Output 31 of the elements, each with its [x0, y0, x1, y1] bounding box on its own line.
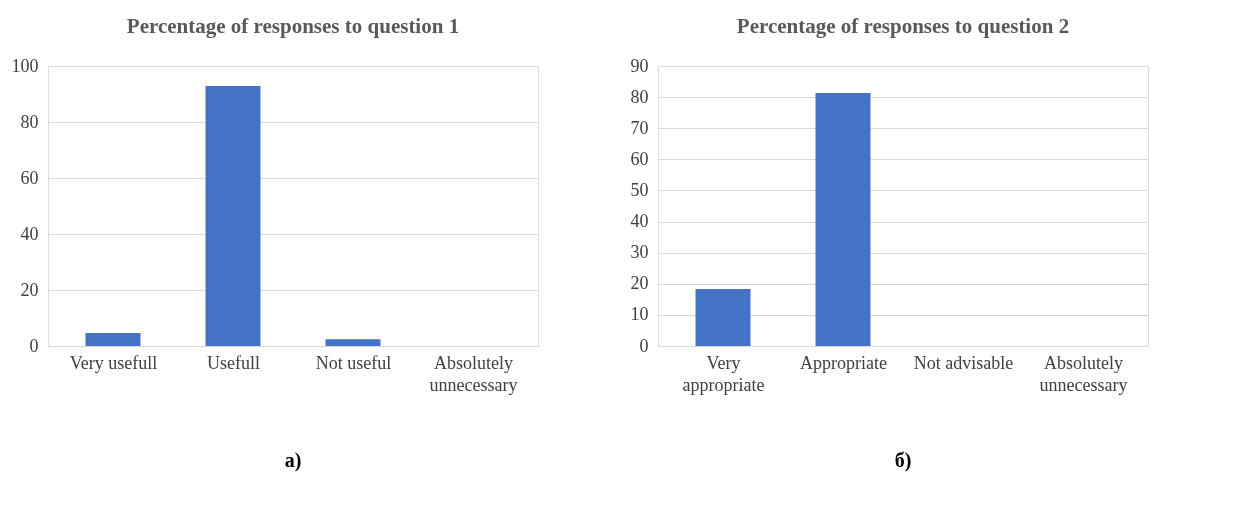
- y-tick-label: 40: [20, 223, 39, 244]
- y-tick-label: 20: [20, 279, 39, 300]
- y-tick-label: 60: [630, 148, 649, 169]
- y-tick-label: 40: [630, 211, 649, 232]
- x-tick-label: Very usefull: [69, 352, 158, 373]
- y-tick-label: 60: [20, 167, 39, 188]
- text: б): [894, 449, 912, 472]
- bar: [325, 339, 381, 346]
- y-tick-label: 20: [630, 273, 649, 294]
- x-tick-label: Usefull: [207, 352, 260, 373]
- y-tick-label: 30: [630, 242, 649, 263]
- x-tick-label: Appropriate: [800, 352, 887, 373]
- y-tick-label: 80: [20, 111, 39, 132]
- x-tick-label: Not advisable: [913, 352, 1014, 373]
- x-tick-label: Absolutely unnecessary: [429, 352, 518, 395]
- text: а): [284, 449, 302, 472]
- bar: [205, 85, 261, 346]
- chart-title: Percentage of responses to question 2: [736, 14, 1070, 38]
- y-tick-label: 10: [630, 304, 649, 325]
- y-tick-label: 100: [11, 55, 39, 76]
- x-tick-label: Very appropriate: [682, 352, 765, 395]
- y-tick-label: 70: [630, 117, 649, 138]
- y-tick-label: 0: [639, 335, 649, 356]
- x-tick-label: Not useful: [315, 352, 392, 373]
- chart-title: Percentage of responses to question 1: [126, 14, 460, 38]
- y-tick-label: 0: [29, 335, 39, 356]
- y-tick-label: 90: [630, 55, 649, 76]
- x-tick-label: Absolutely unnecessary: [1039, 352, 1128, 395]
- y-tick-label: 80: [630, 86, 649, 107]
- bar: [85, 333, 141, 346]
- y-tick-label: 50: [630, 179, 649, 200]
